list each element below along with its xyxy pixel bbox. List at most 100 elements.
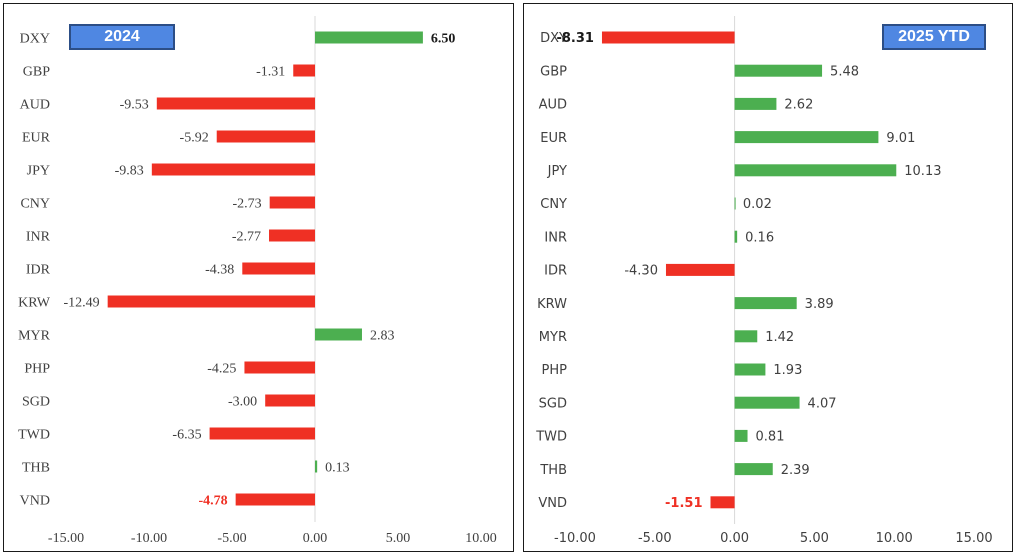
- bar-inr: [269, 229, 315, 242]
- x-tick-label: 0.00: [720, 531, 749, 546]
- category-label: GBP: [23, 65, 50, 80]
- value-label-thb: 0.13: [325, 461, 350, 476]
- x-tick-label: -5.00: [217, 531, 246, 546]
- bar-eur: [216, 130, 315, 143]
- value-label-twd: -6.35: [172, 428, 201, 443]
- x-tick-label: 0.00: [303, 531, 328, 546]
- category-label: IDR: [544, 264, 567, 279]
- bar-myr: [315, 328, 362, 341]
- bar-myr: [734, 330, 758, 343]
- bar-eur: [734, 131, 879, 144]
- category-label: IDR: [26, 263, 51, 278]
- category-label: KRW: [537, 297, 567, 312]
- value-label-cny: -2.73: [233, 197, 262, 212]
- value-label-vnd: -1.51: [665, 496, 702, 511]
- x-tick-label: -15.00: [48, 531, 84, 546]
- bar-aud: [734, 97, 777, 110]
- value-label-sgd: 4.07: [808, 396, 837, 411]
- bar-jpy: [734, 164, 897, 177]
- category-label: TWD: [535, 430, 567, 445]
- bar-gbp: [293, 64, 315, 77]
- category-label: DXY: [20, 32, 50, 47]
- value-label-krw: 3.89: [805, 297, 834, 312]
- category-label: PHP: [542, 363, 568, 378]
- category-label: EUR: [540, 131, 567, 146]
- category-label: CNY: [540, 197, 567, 212]
- chart-title-2025-ytd: 2025 YTD: [882, 24, 986, 50]
- chart-title-2024: 2024: [69, 24, 175, 50]
- category-label: DXY: [540, 31, 567, 46]
- value-label-myr: 2.83: [370, 329, 395, 344]
- category-label: INR: [544, 230, 567, 245]
- bar-cny: [734, 197, 736, 210]
- value-label-idr: -4.38: [205, 263, 234, 278]
- bar-cny: [269, 196, 315, 209]
- category-label: CNY: [20, 197, 50, 212]
- category-label: THB: [539, 463, 567, 478]
- category-label: TWD: [18, 428, 50, 443]
- category-label: VND: [538, 496, 567, 511]
- category-label: MYR: [18, 329, 51, 344]
- category-label: GBP: [540, 64, 567, 79]
- bar-dxy: [601, 31, 735, 44]
- x-tick-label: -10.00: [554, 531, 596, 546]
- category-label: EUR: [22, 131, 51, 146]
- bar-twd: [209, 427, 315, 440]
- bar-gbp: [734, 64, 823, 77]
- chart-panel-2025-ytd: -10.00 -5.00 0.00 5.00 10.00 15.00 DXY -8.31 GBP…: [523, 3, 1013, 552]
- bar-aud: [156, 97, 315, 110]
- value-label-eur: -5.92: [180, 131, 209, 146]
- x-tick-label: 15.00: [955, 531, 992, 546]
- bar-jpy: [151, 163, 315, 176]
- category-label: VND: [20, 494, 50, 509]
- bar-thb: [734, 463, 773, 476]
- value-label-inr: -2.77: [232, 230, 261, 245]
- category-label: MYR: [539, 330, 567, 345]
- value-label-dxy: 6.50: [431, 32, 456, 47]
- category-label: THB: [22, 461, 50, 476]
- bar-thb: [315, 460, 318, 473]
- x-tick-label: -5.00: [638, 531, 672, 546]
- value-label-jpy: 10.13: [904, 164, 941, 179]
- category-label: SGD: [22, 395, 50, 410]
- x-tick-label: 5.00: [800, 531, 829, 546]
- bar-sgd: [734, 396, 800, 409]
- bar-php: [244, 361, 315, 374]
- value-label-vnd: -4.78: [198, 494, 227, 509]
- value-label-php: 1.93: [773, 363, 802, 378]
- bar-vnd: [710, 496, 735, 509]
- value-label-idr: -4.30: [624, 264, 658, 279]
- bar-twd: [734, 429, 748, 442]
- x-tick-label: 10.00: [876, 531, 913, 546]
- category-label: AUD: [539, 98, 567, 113]
- value-label-inr: 0.16: [745, 230, 774, 245]
- value-label-twd: 0.81: [756, 430, 785, 445]
- value-label-myr: 1.42: [765, 330, 794, 345]
- bar-vnd: [235, 493, 315, 506]
- bar-idr: [665, 263, 735, 276]
- bar-chart-2024: -15.00 -10.00 -5.00 0.00 5.00 10.00 DXY 6.50 GBP…: [18, 16, 497, 546]
- value-label-php: -4.25: [207, 362, 236, 377]
- value-label-gbp: 5.48: [830, 64, 859, 79]
- value-label-aud: -9.53: [120, 98, 149, 113]
- x-tick-label: 5.00: [386, 531, 411, 546]
- bar-sgd: [265, 394, 315, 407]
- category-label: KRW: [18, 296, 51, 311]
- bar-krw: [107, 295, 315, 308]
- value-label-dxy: -8.31: [556, 31, 593, 46]
- value-label-aud: 2.62: [784, 98, 813, 113]
- value-label-krw: -12.49: [63, 296, 99, 311]
- chart-panel-2024: -15.00 -10.00 -5.00 0.00 5.00 10.00 DXY 6.50 GBP…: [3, 3, 514, 552]
- category-label: JPY: [27, 164, 50, 179]
- category-label: PHP: [24, 362, 50, 377]
- value-label-sgd: -3.00: [228, 395, 257, 410]
- bar-idr: [242, 262, 315, 275]
- value-label-jpy: -9.83: [115, 164, 144, 179]
- category-label: JPY: [547, 164, 567, 179]
- value-label-thb: 2.39: [781, 463, 810, 478]
- bar-dxy: [315, 31, 423, 44]
- bar-chart-2025-ytd: -10.00 -5.00 0.00 5.00 10.00 15.00 DXY-8.31 GBP…: [535, 16, 993, 546]
- value-label-eur: 9.01: [886, 131, 915, 146]
- bar-inr: [734, 230, 738, 243]
- value-label-cny: 0.02: [743, 197, 772, 212]
